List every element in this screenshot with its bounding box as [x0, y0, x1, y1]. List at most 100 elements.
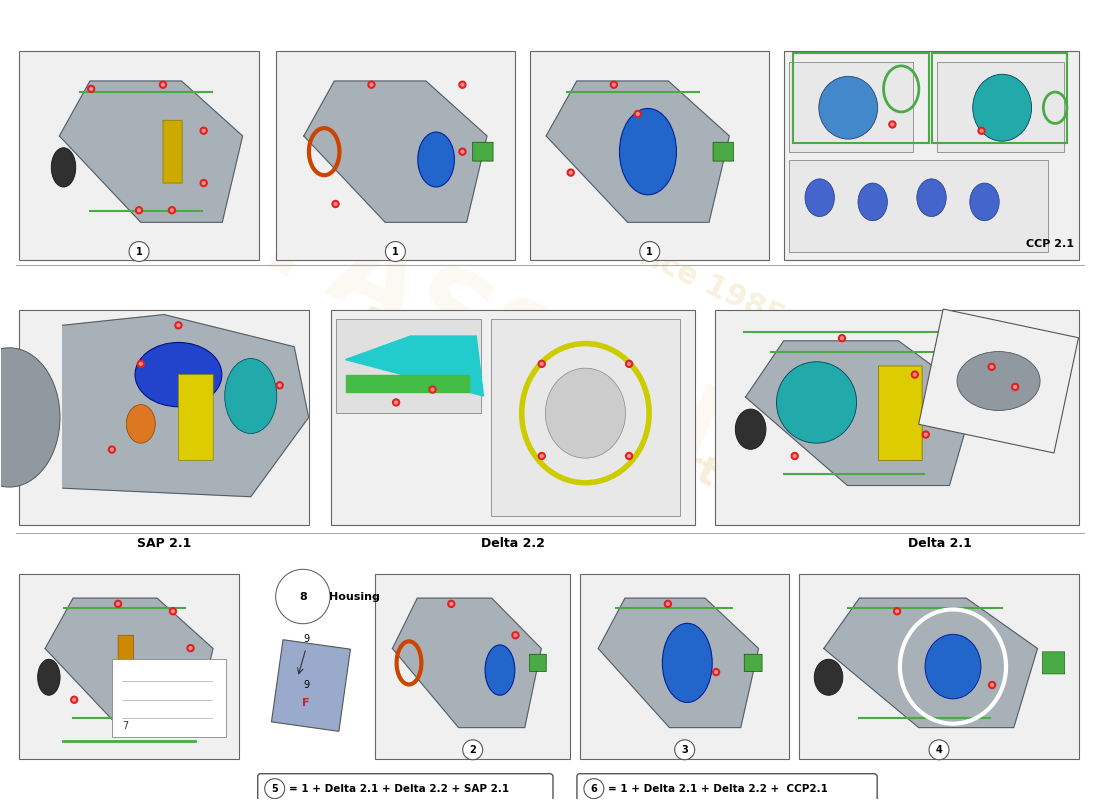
Circle shape — [110, 448, 113, 451]
Text: = 1 + Delta 2.1 + Delta 2.2 + SAP 2.1: = 1 + Delta 2.1 + Delta 2.2 + SAP 2.1 — [288, 784, 509, 794]
Ellipse shape — [970, 183, 999, 221]
Circle shape — [431, 388, 433, 391]
FancyBboxPatch shape — [576, 774, 877, 800]
Circle shape — [429, 386, 436, 393]
Circle shape — [170, 209, 174, 212]
Text: Delta 2.1: Delta 2.1 — [909, 537, 972, 550]
Circle shape — [540, 454, 543, 458]
Circle shape — [640, 242, 660, 262]
Bar — [20, 574, 239, 758]
Text: 2: 2 — [470, 745, 476, 754]
Circle shape — [570, 171, 572, 174]
Bar — [932, 54, 1067, 143]
Circle shape — [459, 82, 466, 88]
Ellipse shape — [957, 351, 1041, 410]
Circle shape — [370, 83, 373, 86]
FancyBboxPatch shape — [118, 635, 133, 690]
Circle shape — [385, 242, 406, 262]
Ellipse shape — [37, 659, 60, 695]
Text: 1: 1 — [135, 246, 142, 257]
Circle shape — [1012, 383, 1019, 390]
Polygon shape — [345, 374, 469, 392]
Text: PASSIONE: PASSIONE — [248, 191, 852, 549]
Circle shape — [891, 123, 894, 126]
Polygon shape — [824, 598, 1037, 727]
Bar — [20, 51, 258, 261]
Circle shape — [200, 127, 207, 134]
Circle shape — [117, 602, 120, 606]
Circle shape — [450, 602, 453, 606]
Ellipse shape — [135, 342, 222, 406]
Circle shape — [265, 778, 285, 798]
Circle shape — [793, 454, 796, 458]
Circle shape — [200, 179, 207, 186]
Circle shape — [88, 86, 95, 92]
Circle shape — [838, 334, 846, 342]
Ellipse shape — [814, 659, 843, 695]
Text: CCP 2.1: CCP 2.1 — [1025, 238, 1074, 249]
Circle shape — [990, 366, 993, 368]
Bar — [580, 574, 790, 758]
Circle shape — [664, 601, 671, 607]
Polygon shape — [304, 81, 487, 222]
Text: SAP 2.1: SAP 2.1 — [136, 537, 191, 550]
Text: a passion for parts: a passion for parts — [355, 296, 745, 504]
Circle shape — [584, 778, 604, 798]
Circle shape — [930, 740, 949, 760]
Bar — [790, 160, 1048, 252]
Circle shape — [893, 608, 901, 614]
Circle shape — [628, 454, 630, 458]
FancyBboxPatch shape — [257, 774, 553, 800]
Circle shape — [459, 148, 466, 155]
Bar — [790, 62, 913, 152]
Circle shape — [393, 399, 399, 406]
Circle shape — [461, 150, 464, 153]
Circle shape — [626, 453, 632, 459]
Circle shape — [978, 127, 984, 134]
FancyBboxPatch shape — [1043, 652, 1065, 674]
Bar — [793, 54, 928, 143]
Text: since 1985: since 1985 — [609, 228, 790, 333]
Ellipse shape — [735, 409, 766, 450]
Circle shape — [538, 453, 546, 459]
Circle shape — [540, 362, 543, 366]
Ellipse shape — [126, 405, 155, 443]
Polygon shape — [45, 598, 213, 727]
FancyBboxPatch shape — [473, 142, 493, 161]
Bar — [800, 574, 1079, 758]
Ellipse shape — [916, 179, 946, 217]
Circle shape — [395, 401, 397, 404]
Circle shape — [674, 740, 694, 760]
Bar — [331, 310, 694, 525]
Polygon shape — [918, 309, 1078, 453]
Polygon shape — [345, 336, 484, 396]
Polygon shape — [547, 81, 729, 222]
Circle shape — [332, 201, 339, 207]
Bar — [784, 51, 1079, 261]
Text: 7: 7 — [122, 722, 129, 731]
Text: 8: 8 — [299, 591, 307, 602]
Circle shape — [461, 83, 464, 86]
Circle shape — [172, 610, 175, 613]
Circle shape — [626, 360, 632, 367]
Text: 3: 3 — [681, 745, 688, 754]
Ellipse shape — [925, 634, 981, 699]
Text: Delta 2.2: Delta 2.2 — [481, 537, 544, 550]
Circle shape — [715, 670, 717, 674]
Circle shape — [177, 324, 179, 326]
Circle shape — [276, 382, 283, 389]
Text: 4: 4 — [936, 745, 943, 754]
Circle shape — [1014, 386, 1016, 388]
Ellipse shape — [619, 109, 676, 195]
Polygon shape — [746, 341, 975, 486]
Text: Housing: Housing — [329, 591, 379, 602]
Bar — [715, 310, 1079, 525]
FancyBboxPatch shape — [178, 374, 213, 460]
Bar — [491, 319, 680, 516]
Circle shape — [635, 110, 641, 118]
Bar — [20, 310, 309, 525]
Circle shape — [922, 431, 930, 438]
Circle shape — [512, 632, 519, 638]
Bar — [530, 51, 769, 261]
Circle shape — [334, 202, 337, 206]
